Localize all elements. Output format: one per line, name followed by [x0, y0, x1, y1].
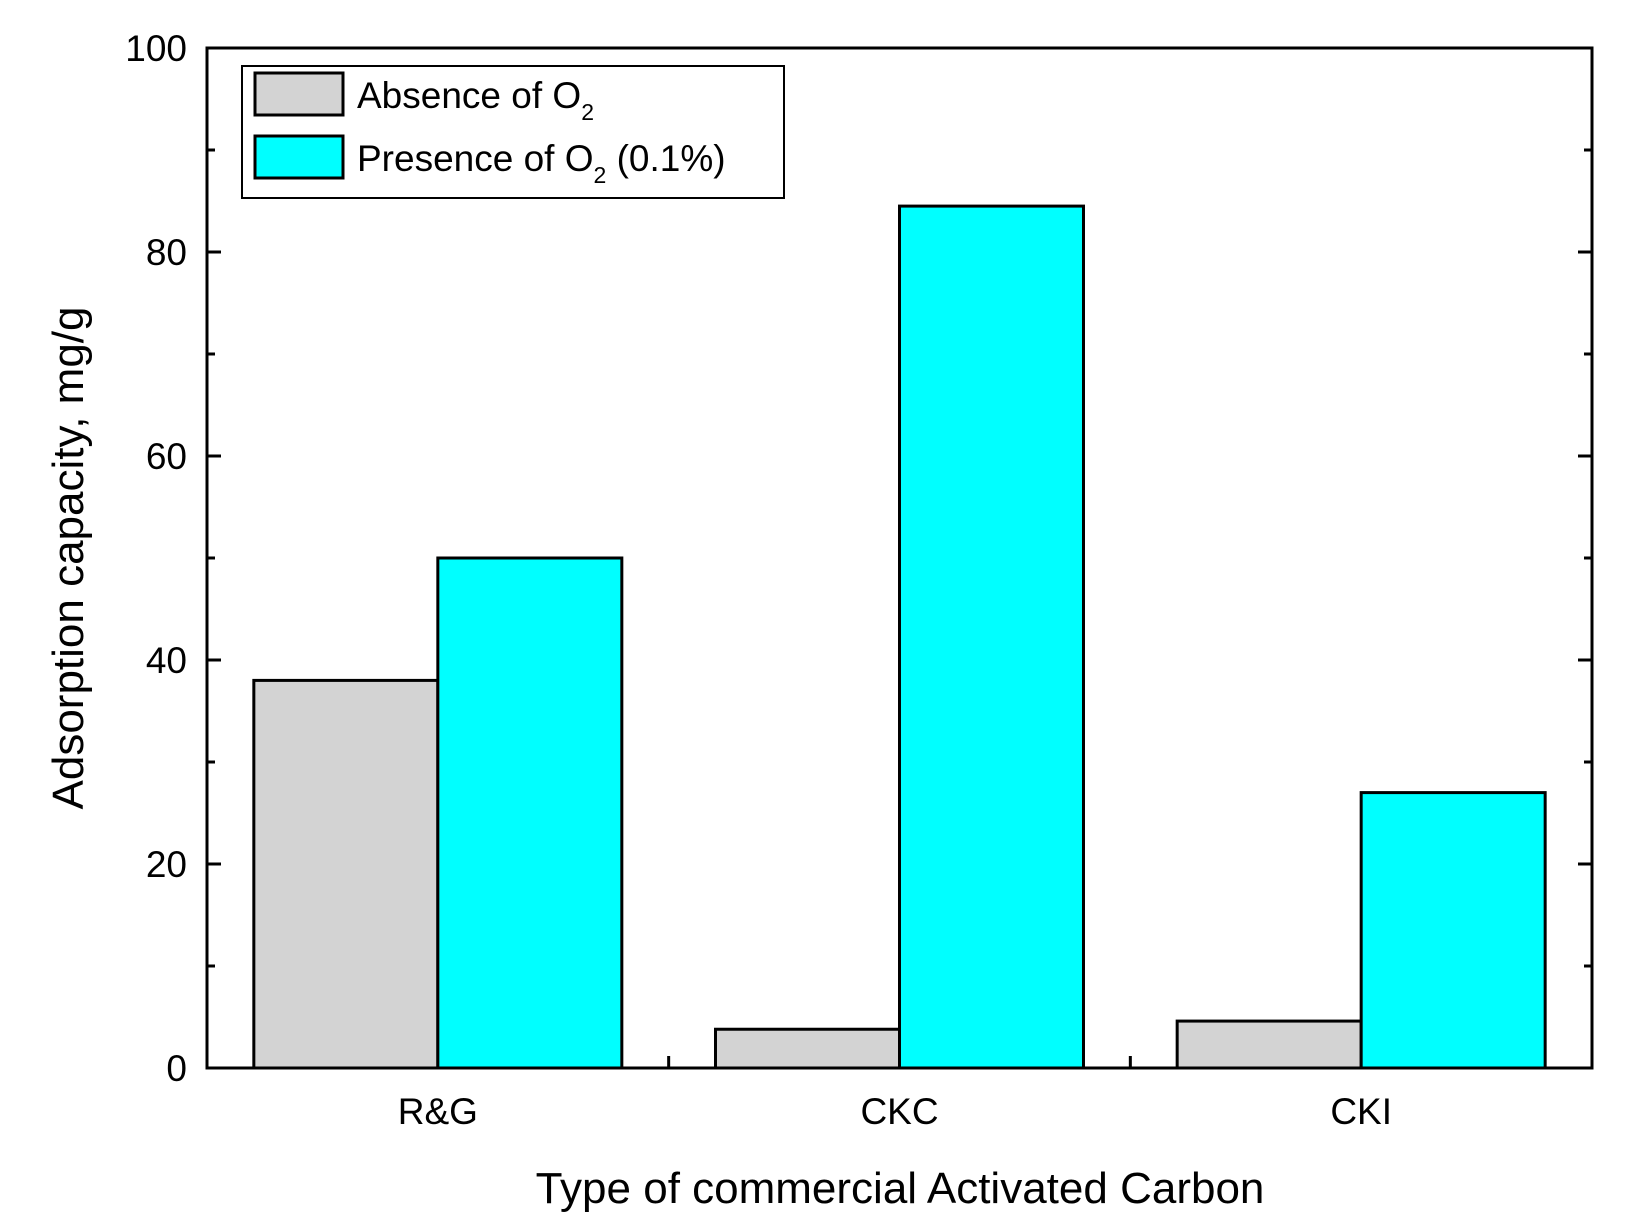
x-tick-label: CKC [860, 1091, 938, 1132]
bar-absence-2 [1175, 1019, 1363, 1070]
bars-layer [252, 204, 1547, 1070]
y-tick-label: 80 [146, 232, 187, 273]
y-tick-label: 0 [166, 1048, 187, 1089]
legend: Absence of O2 Presence of O2 (0.1%) [241, 65, 785, 199]
y-axis: 0 20 40 60 80 100 [125, 28, 1592, 1089]
legend-label-absence: Absence of O2 [357, 75, 594, 125]
x-tick-label: R&G [398, 1091, 478, 1132]
bar-presence-2 [1359, 791, 1547, 1070]
legend-swatch-absence [253, 71, 345, 117]
y-tick-label: 20 [146, 844, 187, 885]
bar-absence-0 [252, 678, 440, 1070]
bar-presence-0 [436, 556, 624, 1070]
y-tick-label: 60 [146, 436, 187, 477]
legend-label-presence: Presence of O2 (0.1%) [357, 138, 726, 188]
y-axis-title: Adsorption capacity, mg/g [44, 307, 93, 810]
x-axis-title: Type of commercial Activated Carbon [536, 1164, 1265, 1213]
bar-presence-1 [898, 204, 1085, 1070]
x-axis: R&G CKC CKI [398, 1056, 1392, 1132]
bar-absence-1 [714, 1027, 901, 1070]
x-tick-label: CKI [1330, 1091, 1392, 1132]
legend-swatch-presence [253, 134, 345, 180]
y-tick-label: 40 [146, 640, 187, 681]
y-tick-label: 100 [125, 28, 187, 69]
